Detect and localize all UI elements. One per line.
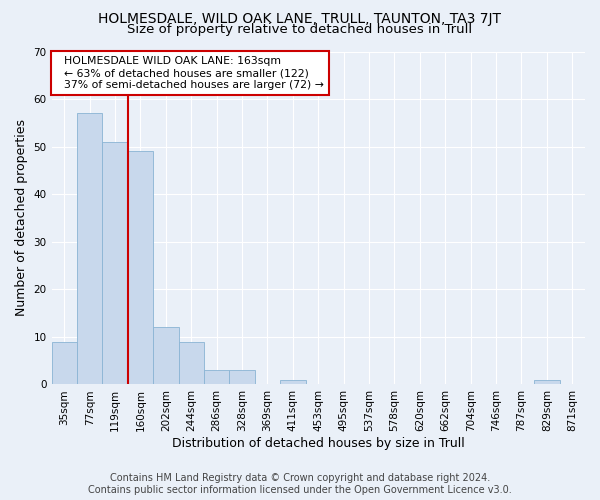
Bar [179,342,204,384]
Text: HOLMESDALE WILD OAK LANE: 163sqm
  ← 63% of detached houses are smaller (122)
  : HOLMESDALE WILD OAK LANE: 163sqm ← 63% o… [57,56,324,90]
Bar [128,152,153,384]
X-axis label: Distribution of detached houses by size in Trull: Distribution of detached houses by size … [172,437,464,450]
Bar [77,114,103,384]
Bar [204,370,229,384]
Bar [52,342,77,384]
Bar [229,370,255,384]
Bar [103,142,128,384]
Text: HOLMESDALE, WILD OAK LANE, TRULL, TAUNTON, TA3 7JT: HOLMESDALE, WILD OAK LANE, TRULL, TAUNTO… [98,12,502,26]
Y-axis label: Number of detached properties: Number of detached properties [15,120,28,316]
Bar [534,380,560,384]
Text: Contains HM Land Registry data © Crown copyright and database right 2024.
Contai: Contains HM Land Registry data © Crown c… [88,474,512,495]
Text: Size of property relative to detached houses in Trull: Size of property relative to detached ho… [127,22,473,36]
Bar [153,328,179,384]
Bar [280,380,305,384]
